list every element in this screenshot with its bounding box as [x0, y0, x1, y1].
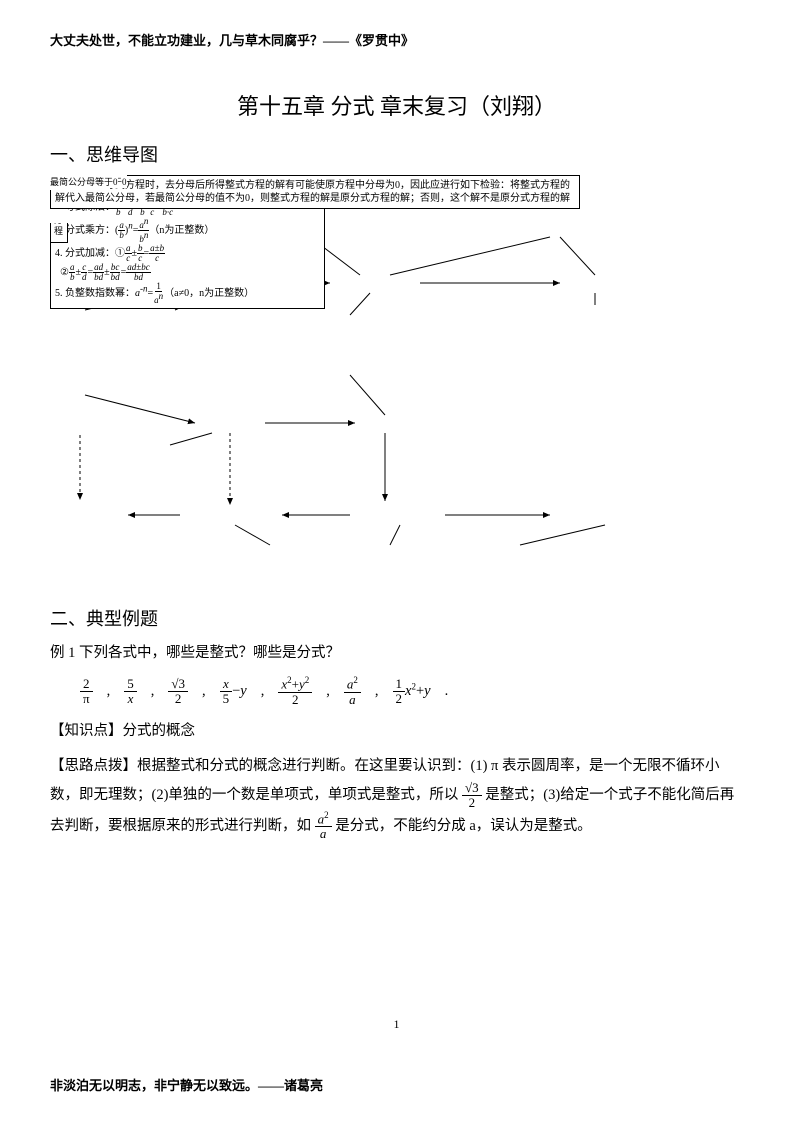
bottom-quote: 非淡泊无以明志，非宁静无以致远。——诸葛亮 [50, 1075, 323, 1094]
example-1-expressions: 2π, 5x, √32, x5−y, x2+y22, a2a, 12x2+y. [80, 676, 743, 707]
section-2-heading: 二、典型例题 [50, 605, 743, 631]
example-1: 例 1 下列各式中，哪些是整式？哪些是分式？ [50, 639, 743, 668]
page-content: 大丈夫处世，不能立功建业，几与草木同腐乎？——《罗贯中》 第十五章 分式 章末复… [50, 30, 743, 1092]
mind-map-diagram: 一般地，如果A，B表示两个整式，并且B中含有字母，那么式子 AB 叫做分式 分式… [50, 175, 743, 595]
chapter-title: 第十五章 分式 章末复习（刘翔） [50, 89, 743, 121]
section-1-heading: 一、思维导图 [50, 141, 743, 167]
label-lcd-zero: 最简公分母等于0 [50, 175, 118, 188]
knowledge-point: 【知识点】分式的概念 [50, 717, 743, 746]
page-number: 1 [0, 1017, 793, 1032]
top-quote: 大丈夫处世，不能立功建业，几与草木同腐乎？——《罗贯中》 [50, 30, 743, 49]
tip-text: 【思路点拨】根据整式和分式的概念进行判断。在这里要认识到：(1) π 表示圆周率… [50, 752, 743, 842]
box-verify: 一般地，解分式方程时，去分母后所得整式方程的解有可能使原方程中分母为0，因此应进… [50, 175, 580, 209]
